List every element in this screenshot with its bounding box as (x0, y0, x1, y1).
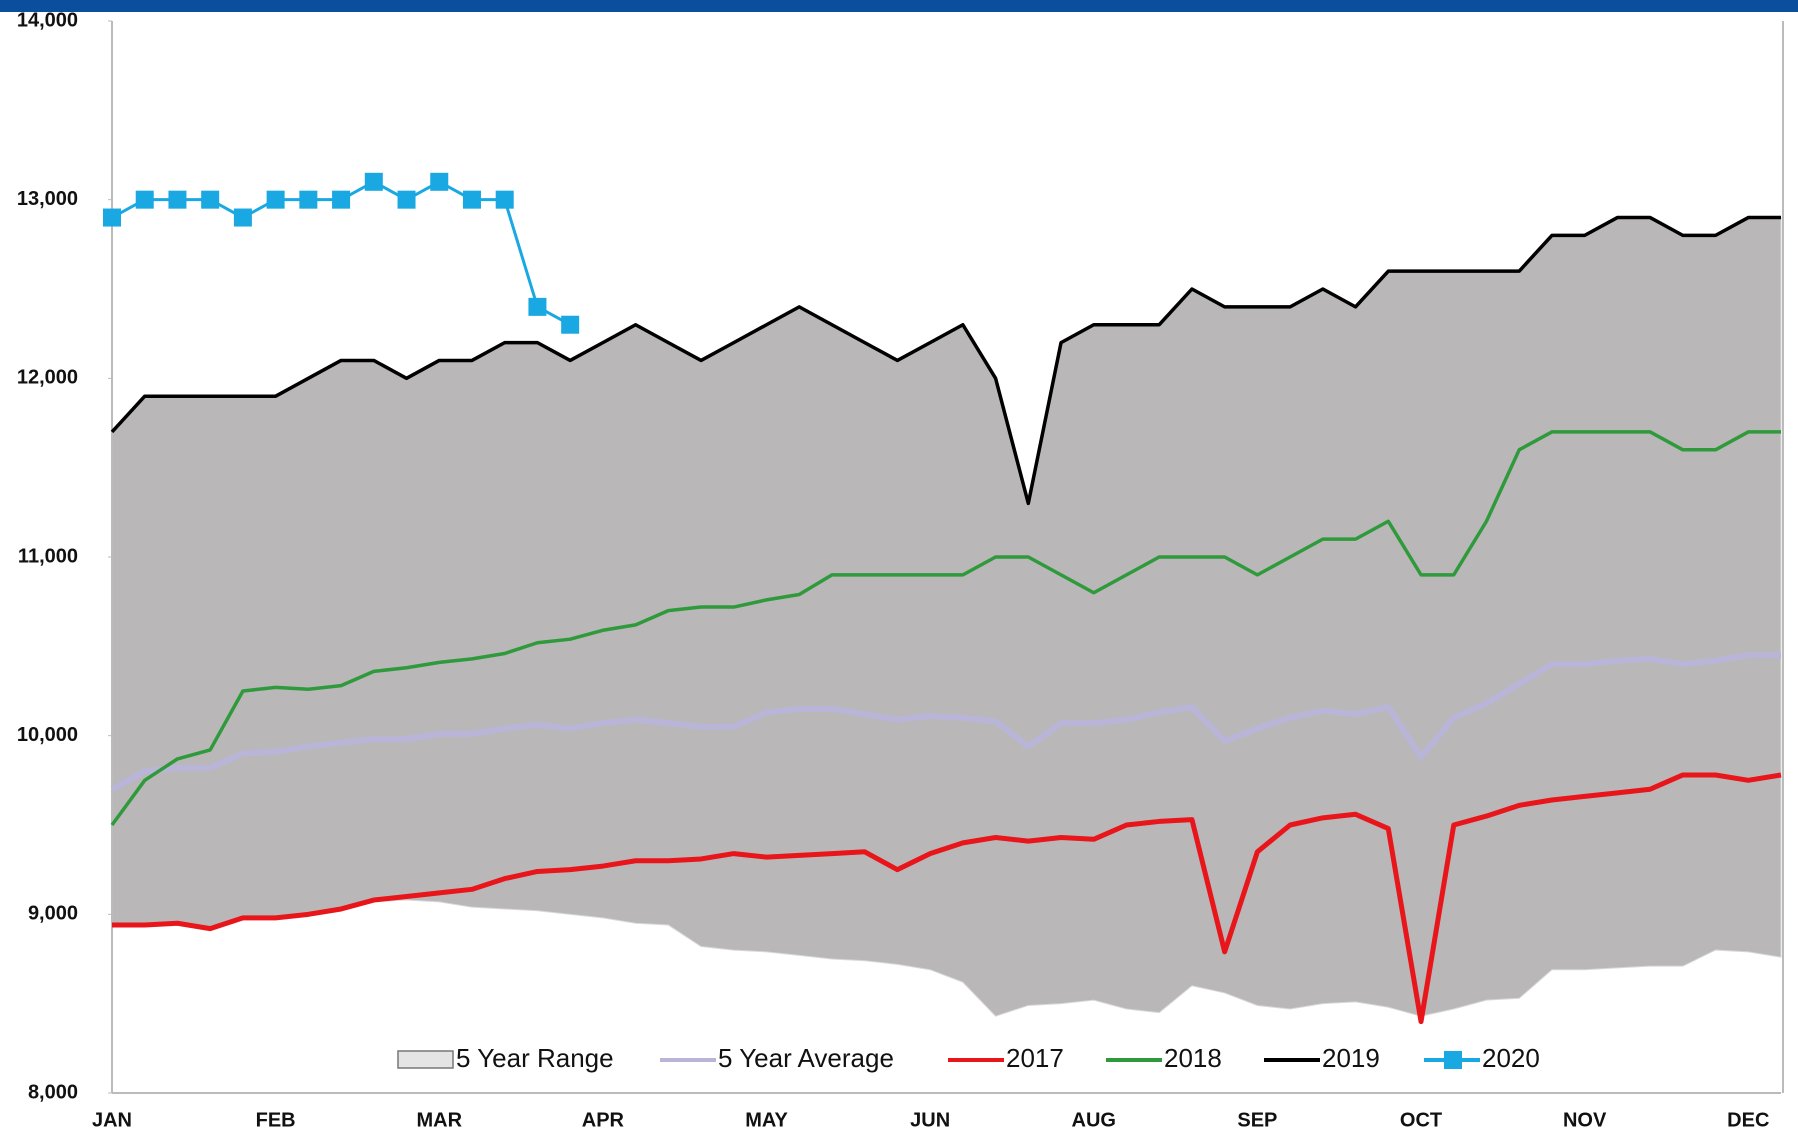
x-tick-label: APR (582, 1109, 625, 1131)
marker (135, 190, 154, 209)
y-tick-label: 14,000 (17, 9, 78, 31)
y-tick-label: 12,000 (17, 367, 78, 389)
x-tick-label: DEC (1727, 1109, 1769, 1131)
legend-swatch (397, 1050, 454, 1069)
x-tick-label: JAN (92, 1109, 132, 1131)
x-tick-label: NOV (1563, 1109, 1607, 1131)
y-tick-label: 9,000 (28, 903, 78, 925)
x-tick-label: MAR (416, 1109, 462, 1131)
legend-label: 2020 (1482, 1043, 1540, 1073)
marker (561, 315, 580, 334)
legend-marker (1444, 1051, 1462, 1069)
series-line (110, 430, 1781, 827)
marker (103, 208, 121, 227)
marker (201, 190, 220, 209)
legend-label: 5 Year Average (718, 1043, 894, 1073)
marker (332, 190, 351, 209)
series-line (110, 215, 1781, 506)
y-tick-label: 10,000 (17, 724, 78, 746)
range-area (111, 217, 1782, 1017)
legend-label: 2017 (1006, 1043, 1064, 1073)
marker (266, 190, 285, 209)
series-line (110, 652, 1781, 792)
marker (364, 172, 383, 191)
marker (233, 208, 252, 227)
series-line (112, 772, 1782, 1025)
x-tick-label: FEB (256, 1109, 296, 1131)
top-banner (0, 0, 1798, 12)
x-tick-label: AUG (1072, 1109, 1116, 1131)
marker (430, 172, 449, 191)
y-tick-label: 8,000 (28, 1081, 78, 1103)
legend-label: 2019 (1322, 1043, 1380, 1073)
legend-label: 2018 (1164, 1043, 1222, 1073)
marker (299, 190, 318, 209)
marker (462, 190, 481, 209)
legend-label: 5 Year Range (456, 1043, 614, 1073)
x-tick-label: JUN (910, 1109, 950, 1131)
marker (528, 297, 547, 316)
y-tick-label: 13,000 (17, 188, 78, 210)
x-tick-label: MAY (745, 1109, 788, 1131)
marker (397, 190, 416, 209)
marker (168, 190, 187, 209)
x-tick-label: OCT (1400, 1109, 1442, 1131)
y-tick-label: 11,000 (18, 545, 78, 567)
marker (495, 190, 514, 209)
x-tick-label: SEP (1237, 1109, 1277, 1131)
